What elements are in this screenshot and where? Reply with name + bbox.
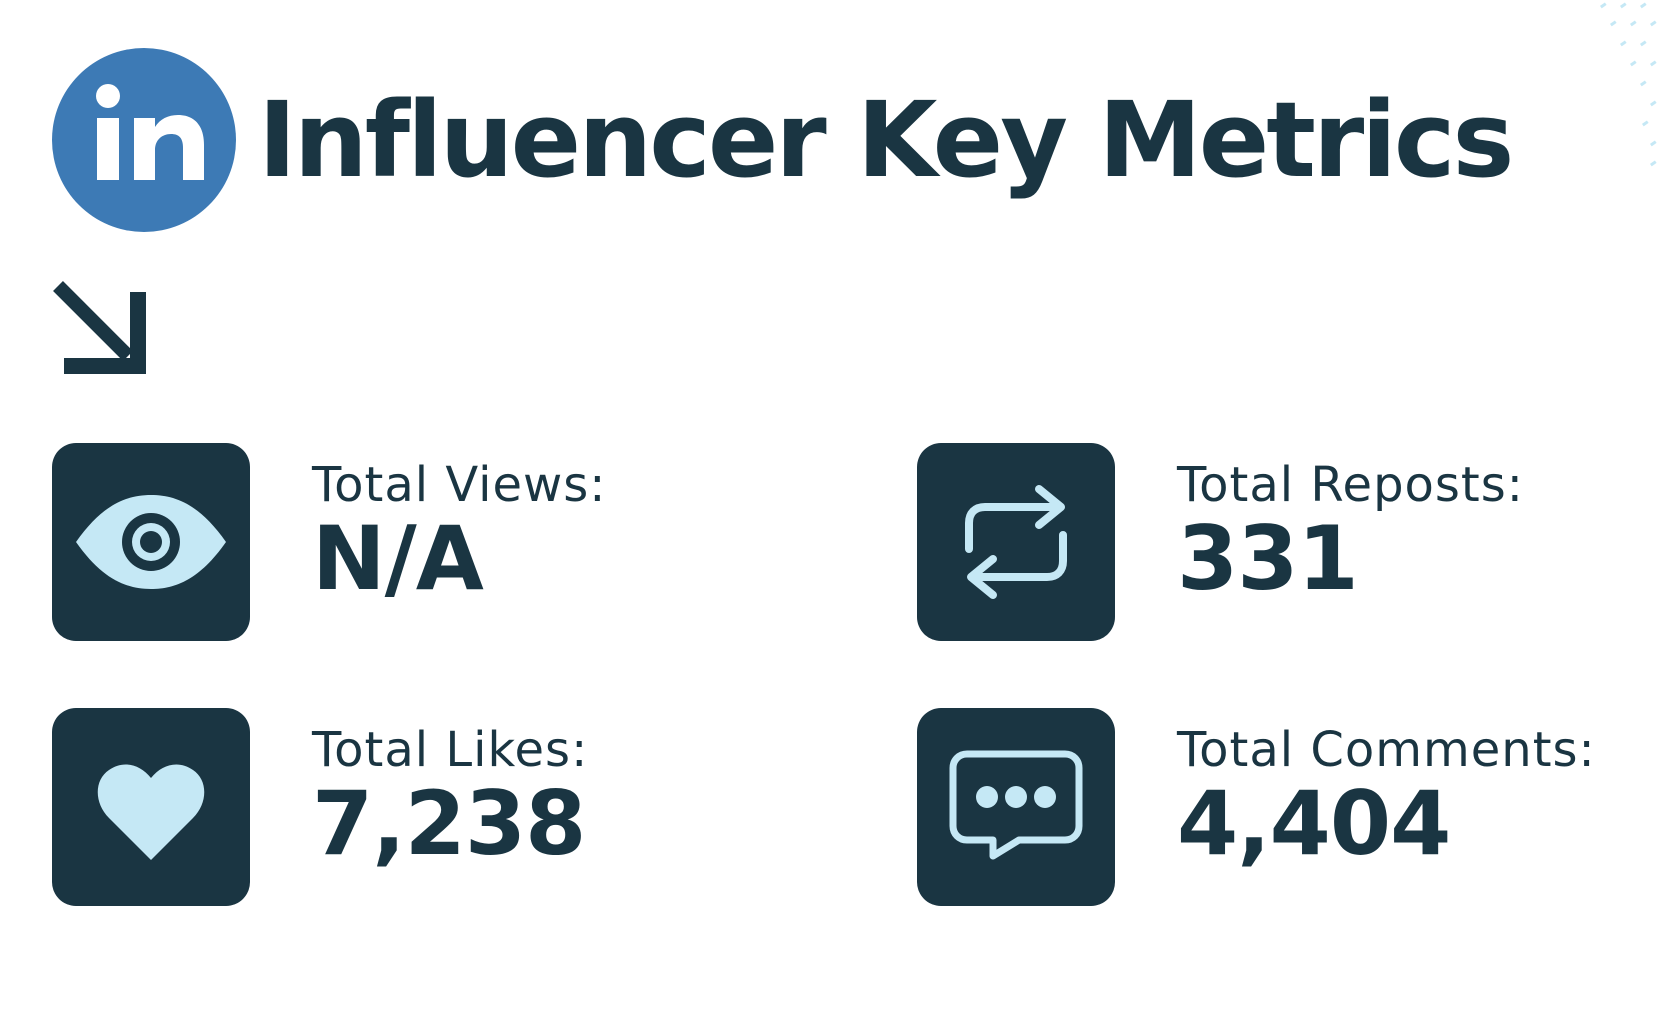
metric-icon-tile [917,443,1115,641]
page-title: Influencer Key Metrics [258,79,1514,201]
metric-label: Total Likes: [312,722,589,778]
metric-icon-tile [52,708,250,906]
metric-label: Total Comments: [1177,722,1596,778]
metric-total-comments: Total Comments: 4,404 [917,708,1596,906]
eye-icon [76,495,226,589]
metric-text: Total Comments: 4,404 [1177,708,1596,868]
metric-text: Total Likes: 7,238 [312,708,588,868]
metric-value: N/A [312,507,484,610]
metric-value: 4,404 [1177,772,1451,875]
decorative-dots [1599,2,1657,167]
header: Influencer Key Metrics [52,48,1514,232]
metric-total-views: Total Views: N/A [52,443,606,641]
metric-value: 7,238 [312,772,586,875]
linkedin-in-icon [96,84,204,180]
metric-total-reposts: Total Reposts: 331 [917,443,1524,641]
metric-total-likes: Total Likes: 7,238 [52,708,588,906]
metric-icon-tile [917,708,1115,906]
linkedin-logo-icon [52,48,236,232]
metric-text: Total Reposts: 331 [1177,443,1524,603]
comment-icon [949,750,1083,860]
metric-text: Total Views: N/A [312,443,606,603]
metric-label: Total Views: [312,457,607,513]
arrow-down-right-icon [53,281,146,374]
metric-icon-tile [52,443,250,641]
heart-icon [97,764,205,860]
metric-label: Total Reposts: [1177,457,1524,513]
metric-value: 331 [1177,507,1359,610]
repost-icon [965,485,1067,599]
